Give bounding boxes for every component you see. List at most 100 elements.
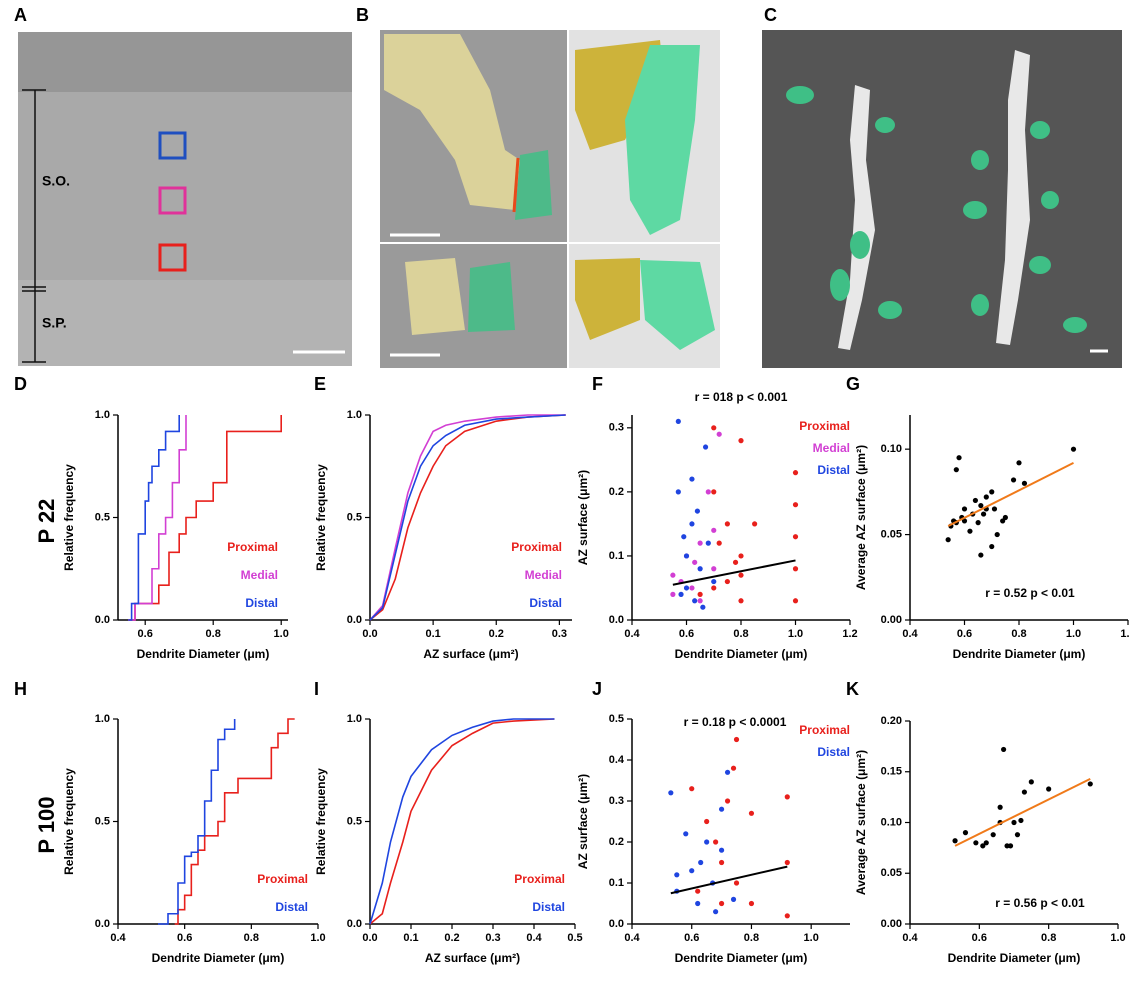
panel-label: A bbox=[14, 5, 27, 25]
cumulative-line bbox=[174, 718, 295, 925]
x-tick-label: 0.3 bbox=[485, 932, 500, 944]
annotation: r = 0.52 p < 0.01 bbox=[985, 586, 1075, 600]
point bbox=[689, 521, 695, 527]
x-tick-label: 0.1 bbox=[403, 932, 418, 944]
y-tick-label: 0.05 bbox=[881, 867, 902, 879]
y-tick-label: 0.2 bbox=[609, 836, 624, 848]
x-tick-label: 0.0 bbox=[362, 932, 377, 944]
point bbox=[980, 511, 987, 517]
x-tick-label: 1.0 bbox=[1066, 628, 1081, 640]
point bbox=[1021, 480, 1028, 486]
x-tick-label: 0.4 bbox=[624, 932, 640, 944]
point bbox=[973, 840, 979, 846]
dendrite-render bbox=[996, 50, 1030, 345]
point bbox=[724, 798, 731, 804]
y-tick-label: 0.2 bbox=[609, 486, 624, 498]
point bbox=[711, 489, 717, 495]
point bbox=[1070, 446, 1077, 452]
point bbox=[748, 810, 755, 816]
point bbox=[1011, 819, 1017, 826]
fit-line bbox=[947, 461, 1074, 527]
point bbox=[713, 909, 719, 915]
layer-label: S.O. bbox=[42, 173, 70, 189]
y-tick-label: 0.00 bbox=[881, 918, 902, 930]
x-tick-label: 0.3 bbox=[552, 628, 567, 640]
point bbox=[748, 900, 755, 907]
legend-entry: Distal bbox=[275, 900, 308, 914]
point bbox=[1016, 460, 1022, 466]
point bbox=[697, 566, 703, 572]
cumulative-line bbox=[369, 718, 555, 925]
point bbox=[738, 553, 744, 559]
legend-entry: Distal bbox=[817, 463, 850, 477]
point bbox=[698, 859, 704, 866]
point bbox=[718, 859, 725, 866]
point bbox=[724, 521, 730, 527]
x-tick-label: 1.2 bbox=[842, 628, 857, 640]
x-tick-label: 0.6 bbox=[957, 628, 972, 640]
x-axis-label: Dendrite Diameter (μm) bbox=[953, 647, 1086, 661]
y-tick-label: 0.15 bbox=[881, 766, 902, 778]
point bbox=[695, 900, 701, 907]
point bbox=[675, 418, 681, 425]
x-tick-label: 0.8 bbox=[1041, 932, 1056, 944]
legend-entry: Distal bbox=[245, 596, 278, 610]
spine-renders bbox=[786, 86, 1087, 333]
legend-entry: Proximal bbox=[227, 540, 278, 554]
point bbox=[730, 765, 737, 771]
y-tick-label: 0.0 bbox=[347, 918, 362, 930]
y-tick-label: 0.00 bbox=[881, 614, 902, 626]
x-tick-label: 1.0 bbox=[310, 932, 325, 944]
x-axis-label: AZ surface (μm²) bbox=[423, 647, 518, 661]
legend-entry: Distal bbox=[817, 745, 850, 759]
y-axis-label: AZ surface (μm²) bbox=[576, 774, 590, 869]
fit-line bbox=[954, 777, 1091, 847]
y-tick-label: 0.5 bbox=[95, 511, 110, 523]
layer-label: S.P. bbox=[42, 315, 67, 331]
x-tick-label: 0.5 bbox=[567, 932, 582, 944]
point bbox=[702, 444, 709, 450]
point bbox=[733, 736, 740, 743]
point bbox=[683, 553, 690, 559]
x-tick-label: 0.8 bbox=[733, 628, 748, 640]
y-tick-label: 0.3 bbox=[609, 422, 624, 434]
x-tick-label: 1.0 bbox=[274, 628, 289, 640]
point bbox=[961, 518, 968, 524]
x-tick-label: 0.2 bbox=[489, 628, 504, 640]
bouton-overlay bbox=[405, 258, 465, 335]
point bbox=[784, 794, 790, 800]
point bbox=[962, 830, 969, 836]
y-tick-label: 0.05 bbox=[881, 528, 902, 540]
y-tick-label: 0.10 bbox=[881, 443, 902, 455]
point bbox=[1028, 779, 1034, 785]
x-tick-label: 0.4 bbox=[624, 628, 640, 640]
legend-entry: Medial bbox=[241, 568, 278, 582]
point bbox=[978, 552, 984, 558]
point bbox=[692, 598, 698, 604]
legend-entry: Proximal bbox=[799, 419, 850, 433]
point bbox=[718, 806, 725, 812]
point bbox=[700, 604, 706, 610]
row-label: P 100 bbox=[34, 796, 59, 853]
point bbox=[705, 489, 711, 495]
panel-label: H bbox=[14, 679, 27, 699]
roi-box bbox=[158, 186, 187, 215]
layer-bracket bbox=[22, 89, 46, 363]
panel-label: D bbox=[14, 374, 27, 394]
x-tick-label: 0.6 bbox=[177, 932, 192, 944]
point bbox=[990, 832, 996, 838]
point bbox=[1002, 514, 1008, 521]
x-tick-label: 0.6 bbox=[684, 932, 699, 944]
y-tick-label: 0.20 bbox=[881, 715, 902, 727]
panel-label: C bbox=[764, 5, 777, 25]
x-tick-label: 0.4 bbox=[526, 932, 542, 944]
point bbox=[668, 790, 674, 796]
point bbox=[997, 804, 1003, 810]
panel-label: J bbox=[592, 679, 602, 699]
bouton-render bbox=[575, 258, 640, 340]
bouton-overlay bbox=[384, 34, 520, 210]
image-texture bbox=[18, 32, 352, 92]
point bbox=[689, 476, 695, 482]
point bbox=[683, 585, 690, 591]
